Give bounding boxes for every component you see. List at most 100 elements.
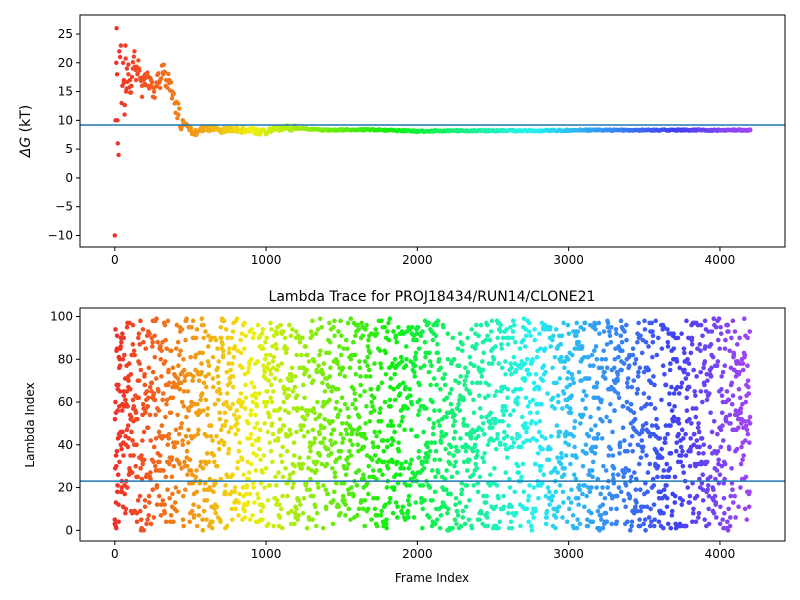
lambda-point xyxy=(297,455,302,460)
lambda-point xyxy=(688,436,693,441)
lambda-point xyxy=(337,371,343,377)
y-tick-label: 60 xyxy=(58,395,73,409)
lambda-point xyxy=(226,451,231,456)
lambda-point xyxy=(195,401,200,407)
lambda-point xyxy=(458,374,463,379)
lambda-point xyxy=(201,508,207,514)
lambda-point xyxy=(321,483,326,488)
lambda-point xyxy=(635,339,640,345)
lambda-point xyxy=(499,346,505,351)
lambda-point xyxy=(166,436,172,441)
lambda-point xyxy=(738,410,743,416)
lambda-point xyxy=(621,474,626,480)
lambda-point xyxy=(491,357,497,362)
delta-g-point xyxy=(126,62,131,67)
lambda-point xyxy=(454,521,459,527)
lambda-point xyxy=(452,412,457,418)
lambda-point xyxy=(531,380,537,386)
lambda-point xyxy=(346,506,352,512)
lambda-point xyxy=(566,369,571,375)
lambda-point xyxy=(709,329,715,334)
lambda-point xyxy=(574,455,579,460)
lambda-point xyxy=(694,493,700,499)
lambda-point xyxy=(482,451,487,456)
lambda-point xyxy=(201,335,207,341)
lambda-point xyxy=(244,483,250,488)
lambda-point xyxy=(469,525,475,531)
lambda-point xyxy=(438,365,444,371)
delta-g-point xyxy=(122,102,127,108)
lambda-point xyxy=(673,448,679,454)
lambda-point xyxy=(544,515,549,520)
lambda-point xyxy=(583,393,589,398)
lambda-point xyxy=(291,406,297,411)
lambda-point xyxy=(249,327,255,332)
lambda-point xyxy=(292,521,297,527)
lambda-point xyxy=(569,393,574,398)
lambda-point xyxy=(116,382,121,388)
lambda-point xyxy=(711,487,716,492)
lambda-point xyxy=(519,474,524,480)
lambda-point xyxy=(425,444,430,450)
lambda-point xyxy=(558,342,564,347)
lambda-point xyxy=(129,470,135,475)
lambda-point xyxy=(372,506,378,512)
lambda-point xyxy=(435,350,441,356)
lambda-point xyxy=(385,466,391,471)
lambda-point xyxy=(114,448,120,454)
lambda-point xyxy=(693,519,699,525)
lambda-axes-frame xyxy=(79,307,786,542)
lambda-point xyxy=(456,380,462,386)
lambda-point xyxy=(661,487,667,492)
lambda-point xyxy=(358,382,363,388)
lambda-point xyxy=(543,369,548,375)
lambda-point xyxy=(722,363,728,369)
lambda-point xyxy=(680,448,685,454)
lambda-point xyxy=(153,412,158,418)
x-tick-label: 4000 xyxy=(705,253,736,267)
lambda-point xyxy=(508,519,514,525)
lambda-point xyxy=(745,431,751,437)
lambda-point xyxy=(318,348,323,354)
lambda-point xyxy=(137,508,143,514)
lambda-point xyxy=(399,461,404,467)
lambda-point xyxy=(575,495,581,501)
delta-g-point xyxy=(134,64,139,69)
lambda-point xyxy=(384,521,389,527)
lambda-point xyxy=(211,489,216,495)
lambda-point xyxy=(315,327,321,332)
lambda-point xyxy=(646,367,652,373)
lambda-point xyxy=(453,502,458,507)
lambda-point xyxy=(461,416,467,422)
lambda-point xyxy=(123,510,128,516)
lambda-point xyxy=(323,487,329,492)
delta-g-point xyxy=(200,128,206,134)
lambda-point xyxy=(229,361,235,366)
lambda-point xyxy=(472,363,477,369)
lambda-point xyxy=(595,431,601,437)
lambda-point xyxy=(547,489,552,495)
lambda-point xyxy=(429,468,435,473)
lambda-point xyxy=(378,406,383,411)
lambda-point xyxy=(137,342,143,347)
lambda-point xyxy=(568,410,574,416)
lambda-point xyxy=(668,423,673,428)
lambda-point xyxy=(361,476,367,482)
y-tick-label: 10 xyxy=(58,113,73,127)
lambda-point xyxy=(323,506,329,512)
lambda-point xyxy=(144,389,150,394)
lambda-point xyxy=(434,382,439,388)
lambda-point xyxy=(672,493,678,499)
lambda-point xyxy=(610,495,615,501)
lambda-point xyxy=(332,440,338,445)
lambda-point xyxy=(602,369,607,375)
lambda-point xyxy=(283,350,289,356)
lambda-point xyxy=(210,376,216,381)
lambda-point xyxy=(559,451,564,456)
lambda-point xyxy=(180,438,185,443)
lambda-point xyxy=(479,510,484,516)
lambda-point xyxy=(574,525,580,531)
lambda-point xyxy=(374,523,380,529)
lambda-point xyxy=(385,438,390,443)
lambda-point xyxy=(224,399,229,405)
